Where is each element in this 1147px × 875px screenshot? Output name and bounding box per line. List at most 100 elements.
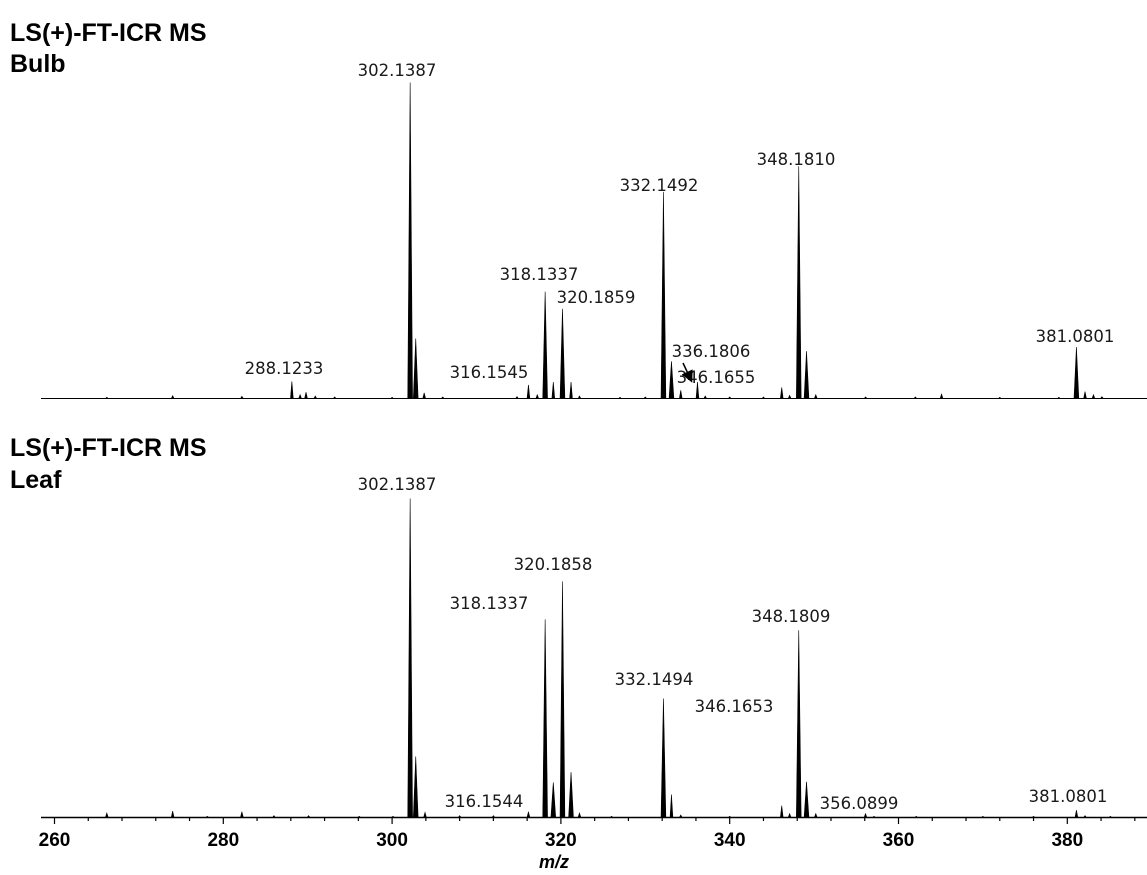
leaf-peak-label: 381.0801 bbox=[1029, 787, 1108, 806]
leaf-panel-subtitle: Leaf bbox=[10, 466, 62, 494]
leaf-peak-26 bbox=[796, 630, 802, 818]
leaf-peak-labels: 302.1387 316.1544 318.1337 320.1858 332.1494… bbox=[358, 475, 1108, 813]
bulb-peak-16 bbox=[535, 393, 540, 399]
leaf-peak-1 bbox=[170, 811, 175, 818]
bulb-peaks bbox=[104, 82, 1104, 399]
leaf-peak-8 bbox=[407, 498, 413, 818]
bulb-panel: LS(+)-FT-ICR MS Bulb 288.1233 302.1387 316… bbox=[10, 19, 1147, 399]
bulb-peak-12 bbox=[422, 392, 426, 399]
bulb-peak-15 bbox=[526, 384, 531, 399]
bulb-peak-29 bbox=[727, 396, 732, 399]
bulb-peak-3 bbox=[239, 395, 244, 399]
bulb-peak-6 bbox=[304, 392, 308, 399]
leaf-peak-19 bbox=[609, 815, 614, 818]
bulb-peak-24 bbox=[660, 191, 667, 399]
bulb-peak-label: 332.1492 bbox=[620, 176, 699, 195]
bulb-peak-32 bbox=[787, 394, 792, 399]
x-tick-label: 260 bbox=[39, 830, 71, 851]
bulb-peak-33 bbox=[796, 166, 802, 399]
bulb-peak-25 bbox=[668, 361, 675, 399]
leaf-peak-6 bbox=[357, 815, 362, 818]
bulb-peak-37 bbox=[913, 396, 918, 399]
leaf-peak-label: 332.1494 bbox=[615, 670, 694, 689]
bulb-peak-label: 346.1655 bbox=[677, 368, 756, 387]
bulb-peak-21 bbox=[577, 395, 582, 399]
bulb-peak-22 bbox=[617, 396, 623, 399]
bulb-peak-36 bbox=[863, 396, 868, 399]
bulb-peak-44 bbox=[1099, 396, 1104, 399]
bulb-peak-9 bbox=[389, 396, 395, 399]
bulb-peak-14 bbox=[515, 396, 520, 399]
x-axis-ticks: 260 280 300 320 340 360 380 bbox=[39, 817, 1136, 851]
bulb-peak-38 bbox=[939, 393, 944, 399]
leaf-peak-7 bbox=[390, 815, 396, 818]
leaf-peak-label: 316.1544 bbox=[445, 792, 524, 811]
leaf-peak-34 bbox=[1074, 810, 1079, 818]
leaf-peak-label: 318.1337 bbox=[450, 594, 529, 613]
bulb-peak-43 bbox=[1091, 393, 1096, 399]
x-tick-label: 280 bbox=[207, 830, 239, 851]
x-axis-title: m/z bbox=[539, 852, 569, 872]
x-tick-label: 300 bbox=[376, 830, 408, 851]
leaf-peak-22 bbox=[678, 814, 683, 818]
bulb-peak-10 bbox=[407, 82, 413, 399]
leaf-peak-4 bbox=[271, 815, 276, 818]
leaf-peak-label: 356.0899 bbox=[820, 794, 899, 813]
leaf-peak-label: 302.1387 bbox=[358, 475, 437, 494]
leaf-peak-14 bbox=[542, 619, 548, 818]
leaf-peak-label: 348.1809 bbox=[752, 607, 831, 626]
leaf-peak-33 bbox=[1031, 815, 1036, 818]
leaf-peak-24 bbox=[779, 805, 784, 818]
leaf-peak-11 bbox=[457, 815, 462, 818]
bulb-peak-23 bbox=[643, 396, 648, 399]
bulb-peak-labels: 288.1233 302.1387 316.1545 318.1337 320.1859… bbox=[245, 61, 1115, 387]
bulb-peak-26 bbox=[678, 390, 683, 399]
x-tick-label: 360 bbox=[883, 830, 915, 851]
bulb-peak-18 bbox=[551, 382, 556, 399]
bulb-peak-4 bbox=[290, 381, 294, 399]
bulb-peak-39 bbox=[997, 396, 1002, 399]
bulb-peak-19 bbox=[559, 308, 566, 399]
leaf-peak-label: 320.1858 bbox=[514, 555, 593, 574]
bulb-peak-label: 318.1337 bbox=[500, 265, 579, 284]
bulb-peak-label: 336.1806 bbox=[672, 342, 751, 361]
leaf-peak-18 bbox=[577, 812, 582, 818]
leaf-peak-2 bbox=[205, 815, 210, 818]
leaf-peak-12 bbox=[491, 815, 496, 818]
bulb-peak-27 bbox=[695, 382, 700, 399]
bulb-peak-35 bbox=[813, 393, 818, 399]
leaf-panel-title: LS(+)-FT-ICR MS bbox=[10, 434, 207, 462]
bulb-peak-label: 348.1810 bbox=[757, 150, 836, 169]
leaf-peak-label: 346.1653 bbox=[695, 697, 774, 716]
bulb-peak-30 bbox=[761, 396, 766, 399]
leaf-peak-3 bbox=[240, 811, 244, 818]
bulb-peak-7 bbox=[313, 395, 318, 399]
leaf-peak-9 bbox=[413, 756, 419, 818]
bulb-peak-1 bbox=[104, 396, 110, 399]
arrow-336-annotation bbox=[681, 362, 693, 383]
leaf-panel: LS(+)-FT-ICR MS Leaf 302.1387 316.1544 318… bbox=[10, 434, 1147, 872]
leaf-peak-10 bbox=[423, 811, 427, 818]
leaf-peak-29 bbox=[863, 812, 868, 818]
bulb-panel-title: LS(+)-FT-ICR MS bbox=[10, 19, 207, 47]
bulb-peak-41 bbox=[1073, 346, 1080, 399]
bulb-peak-8 bbox=[332, 396, 337, 399]
bulb-peak-label: 381.0801 bbox=[1036, 327, 1115, 346]
leaf-peak-17 bbox=[568, 772, 574, 818]
leaf-peak-0 bbox=[105, 812, 109, 818]
bulb-peak-label: 288.1233 bbox=[245, 359, 324, 378]
leaf-peak-16 bbox=[559, 581, 566, 818]
leaf-peak-5 bbox=[306, 815, 311, 818]
x-tick-label: 380 bbox=[1051, 830, 1083, 851]
bulb-peak-28 bbox=[703, 395, 708, 399]
leaf-peak-28 bbox=[813, 812, 818, 818]
x-tick-label: 320 bbox=[545, 830, 577, 851]
bulb-peak-5 bbox=[298, 393, 302, 399]
leaf-peak-32 bbox=[980, 815, 986, 818]
bulb-peak-17 bbox=[542, 291, 548, 399]
bulb-peak-label: 316.1545 bbox=[450, 363, 529, 382]
bulb-peak-34 bbox=[803, 351, 810, 399]
bulb-peak-31 bbox=[779, 387, 784, 399]
leaf-peak-20 bbox=[660, 698, 667, 818]
